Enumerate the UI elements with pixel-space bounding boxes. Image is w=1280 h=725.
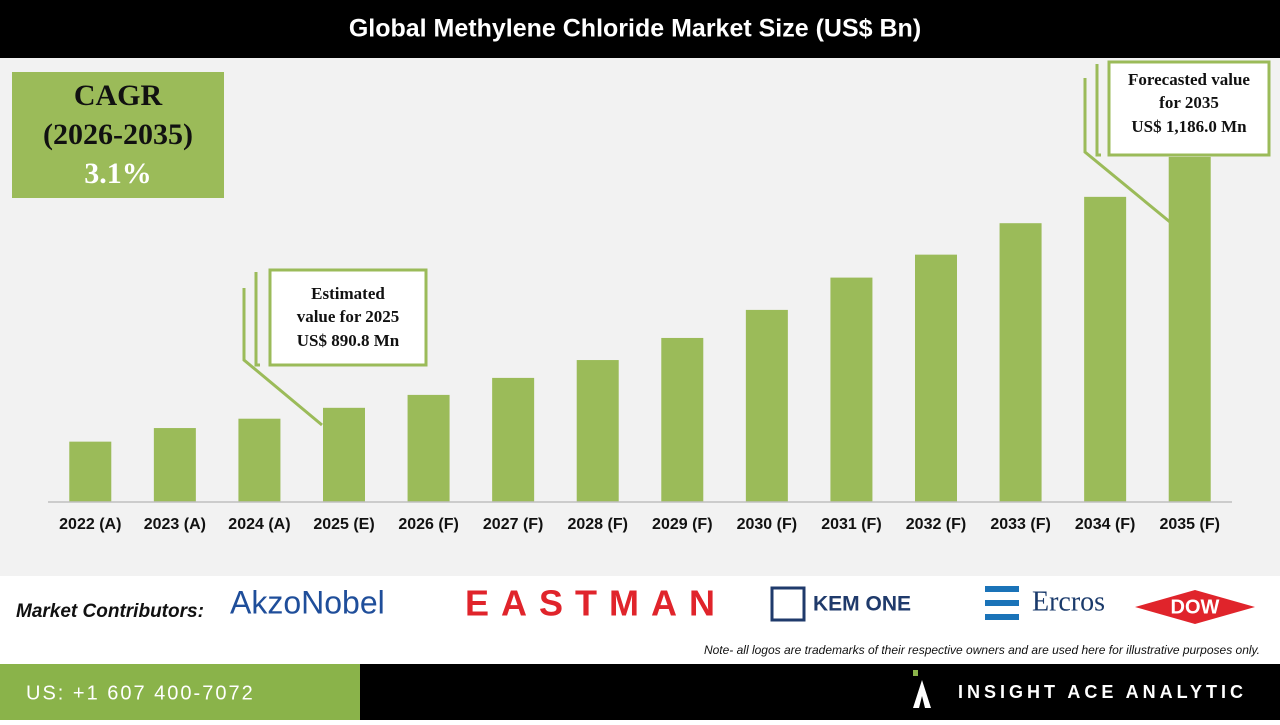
callout-connector: [1083, 78, 1171, 224]
bar: [830, 277, 873, 502]
x-tick-label: 2030 (F): [737, 516, 797, 533]
x-tick-label: 2024 (A): [228, 516, 290, 533]
cagr-box: [12, 72, 224, 198]
x-tick-label: 2027 (F): [483, 516, 543, 533]
brand-icon: [913, 680, 931, 708]
x-tick-label: 2033 (F): [990, 516, 1050, 533]
bar: [69, 441, 112, 502]
bar: [238, 418, 281, 502]
footer-brand: INSIGHT ACE ANALYTIC: [958, 682, 1247, 702]
x-tick-label: 2025 (E): [313, 516, 374, 533]
bar: [999, 223, 1042, 502]
x-tick-label: 2034 (F): [1075, 516, 1135, 533]
callout-text: Forecasted value: [1128, 70, 1250, 89]
cagr-label: CAGR: [74, 79, 163, 112]
callout-box: [268, 268, 428, 367]
logo-icon: [770, 586, 806, 622]
bar: [576, 360, 619, 502]
callout-connector: [242, 288, 323, 427]
contributors-label: Market Contributors:: [16, 601, 204, 622]
callout-bracket: [1095, 64, 1101, 157]
logo-icon: [1135, 590, 1255, 624]
logo: AkzoNobel: [230, 584, 385, 620]
bar: [153, 428, 196, 502]
bar: [915, 254, 957, 502]
footer-right: [360, 664, 1280, 720]
callout-text: US$ 1,186.0 Mn: [1131, 117, 1247, 136]
logo: EASTMAN: [465, 583, 715, 624]
callout-text: US$ 890.8 Mn: [297, 331, 400, 350]
callout-text: for 2035: [1159, 93, 1219, 112]
x-tick-label: 2029 (F): [652, 516, 712, 533]
header-bar: [0, 0, 1280, 58]
logo: Ercros: [1032, 586, 1105, 617]
callout-text: Estimated: [311, 284, 385, 303]
logo-icon: [985, 586, 1019, 620]
bar: [323, 407, 365, 502]
bar: [492, 377, 535, 502]
bar: [1168, 156, 1211, 502]
x-tick-label: 2022 (A): [59, 516, 121, 533]
callout-text: value for 2025: [297, 307, 400, 326]
bar: [407, 394, 450, 502]
bar: [745, 309, 788, 502]
logo: DOW: [1171, 596, 1220, 618]
x-tick-label: 2031 (F): [821, 516, 881, 533]
x-tick-label: 2032 (F): [906, 516, 966, 533]
cagr-value: 3.1%: [84, 157, 152, 190]
logo: KEM ONE: [813, 593, 911, 616]
note: Note- all logos are trademarks of their …: [704, 643, 1260, 657]
x-tick-label: 2023 (A): [144, 516, 206, 533]
chart-title: Global Methylene Chloride Market Size (U…: [349, 15, 921, 43]
callout-bracket: [254, 272, 260, 367]
footer-left: [0, 664, 360, 720]
footer-phone: US: +1 607 400-7072: [26, 682, 255, 704]
x-tick-label: 2026 (F): [398, 516, 458, 533]
brand-icon: [913, 670, 918, 676]
x-tick-label: 2035 (F): [1159, 516, 1219, 533]
bar: [1084, 196, 1127, 502]
x-tick-label: 2028 (F): [567, 516, 627, 533]
cagr-period: (2026-2035): [43, 118, 193, 151]
callout-box: [1107, 60, 1271, 157]
bar: [661, 337, 704, 502]
